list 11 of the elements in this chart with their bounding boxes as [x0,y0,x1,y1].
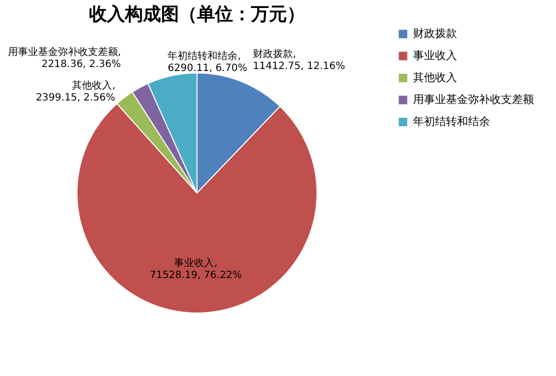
legend-label: 年初结转和结余 [413,115,490,128]
data-label: 财政拨款, 11412.75, 12.16% [252,48,346,72]
data-label: 年初结转和结余, 6290.11, 6.70% [168,50,248,74]
legend-label: 财政拨款 [413,27,457,40]
data-label: 用事业基金弥补收支差额, 2218.36, 2.36% [8,46,121,70]
data-label: 事业收入, 71528.19, 76.22% [150,256,242,281]
legend-label: 其他收入 [413,71,457,84]
chart-title: 收入构成图（单位：万元） [89,4,305,25]
legend-label: 事业收入 [413,49,457,62]
legend-label: 用事业基金弥补收支差额 [413,93,534,106]
data-label: 其他收入, 2399.15, 2.56% [36,80,116,104]
